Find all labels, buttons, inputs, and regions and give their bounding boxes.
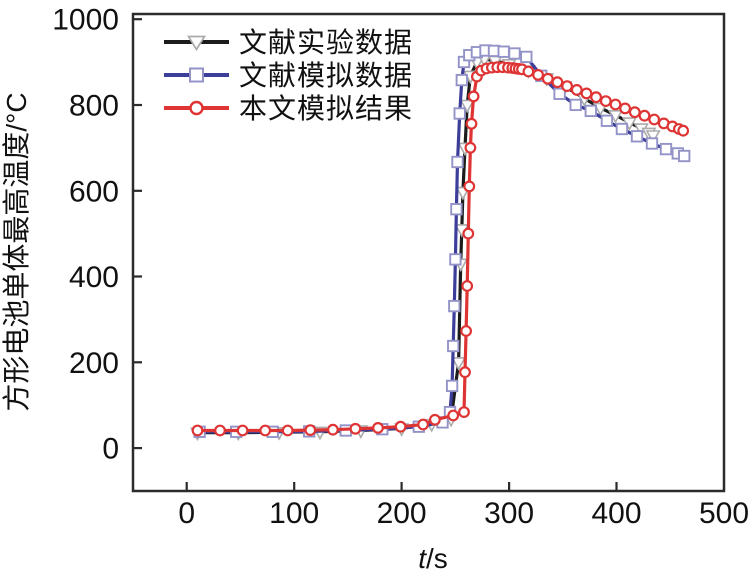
square-marker [451, 155, 464, 169]
circle-marker [522, 65, 535, 78]
square-marker [600, 114, 614, 127]
y-tick-label: 0 [102, 433, 119, 466]
y-tick-labels: 0 200 400 600 800 1000 [52, 4, 119, 466]
circle-marker [580, 87, 593, 100]
circle-marker [609, 98, 622, 111]
circle-marker [349, 422, 362, 435]
x-tick-label: 100 [269, 497, 319, 530]
x-tick-label: 500 [699, 497, 749, 530]
legend-label: 文献实验数据 [239, 27, 413, 58]
y-axis-title: 方形电池单体最高温度/°C [1, 92, 32, 411]
circle-marker [459, 366, 471, 379]
x-tick-label: 200 [377, 497, 427, 530]
square-marker [645, 137, 659, 150]
circle-marker [570, 83, 583, 96]
axis-ticks [133, 18, 618, 491]
circle-marker [191, 424, 204, 437]
circle-marker [464, 141, 477, 154]
square-marker [553, 87, 566, 100]
legend-square-marker [189, 67, 204, 83]
circle-marker [677, 124, 690, 137]
circle-marker [590, 91, 602, 104]
circle-marker [463, 180, 476, 193]
legend-triangle-marker [186, 35, 207, 52]
x-tick-labels: 0 100 200 300 400 500 [178, 497, 749, 530]
circle-marker [447, 409, 460, 422]
circle-marker [327, 423, 339, 436]
circle-marker [460, 325, 473, 337]
circle-marker [619, 102, 631, 115]
series-markers-2 [191, 61, 690, 437]
square-marker [508, 47, 521, 60]
legend-item-this-work: 本文模拟结果 [164, 93, 413, 124]
circle-marker [462, 227, 475, 240]
x-tick-label: 0 [178, 497, 195, 530]
circle-marker [372, 422, 384, 434]
legend-circle-marker [189, 100, 204, 116]
circle-marker [648, 113, 661, 126]
circle-marker [532, 68, 544, 81]
circle-marker [259, 424, 272, 437]
circle-marker [429, 413, 441, 426]
circle-marker [541, 72, 554, 85]
square-marker [520, 50, 533, 64]
x-axis-title: t/s [418, 543, 448, 574]
y-tick-label: 400 [69, 261, 119, 294]
square-marker [569, 98, 582, 112]
square-marker [678, 149, 691, 163]
triangle-down-marker [645, 130, 661, 144]
circle-marker [394, 420, 407, 433]
circle-marker [304, 424, 317, 437]
y-tick-label: 200 [69, 347, 119, 380]
circle-marker [281, 424, 294, 437]
legend: 文献实验数据 文献模拟数据 本文模拟结果 [164, 27, 413, 124]
circle-marker [214, 424, 226, 437]
circle-marker [461, 280, 474, 292]
square-marker [453, 107, 466, 120]
y-tick-label: 1000 [52, 4, 119, 37]
legend-item-experimental: 文献实验数据 [164, 27, 413, 58]
square-marker [448, 299, 461, 313]
legend-label: 文献模拟数据 [239, 60, 413, 91]
series-layer [189, 44, 691, 442]
y-tick-label: 800 [69, 90, 119, 123]
legend-item-literature-sim: 文献模拟数据 [164, 60, 413, 91]
circle-marker [465, 117, 478, 130]
circle-marker [599, 95, 612, 107]
triangle-down-marker [451, 357, 467, 371]
x-tick-label: 400 [591, 497, 641, 530]
square-marker [447, 339, 460, 353]
square-marker [450, 203, 463, 216]
square-marker [615, 122, 629, 136]
square-marker [630, 130, 644, 143]
circle-marker [458, 406, 470, 419]
square-marker [455, 73, 468, 87]
square-marker [584, 104, 597, 118]
x-tick-label: 300 [484, 497, 534, 530]
y-tick-label: 600 [69, 175, 119, 208]
circle-marker [551, 76, 564, 89]
square-marker [497, 45, 510, 58]
circle-marker [236, 424, 249, 437]
circle-marker [467, 90, 480, 103]
circle-marker [417, 418, 430, 431]
triangle-down-marker [459, 99, 475, 114]
square-marker [449, 253, 462, 266]
circle-marker [628, 106, 641, 119]
circle-marker [561, 80, 573, 92]
square-marker [659, 142, 673, 156]
square-marker [445, 379, 459, 393]
plot-frame [131, 12, 726, 493]
circle-marker [638, 109, 651, 122]
legend-label: 本文模拟结果 [239, 93, 413, 124]
